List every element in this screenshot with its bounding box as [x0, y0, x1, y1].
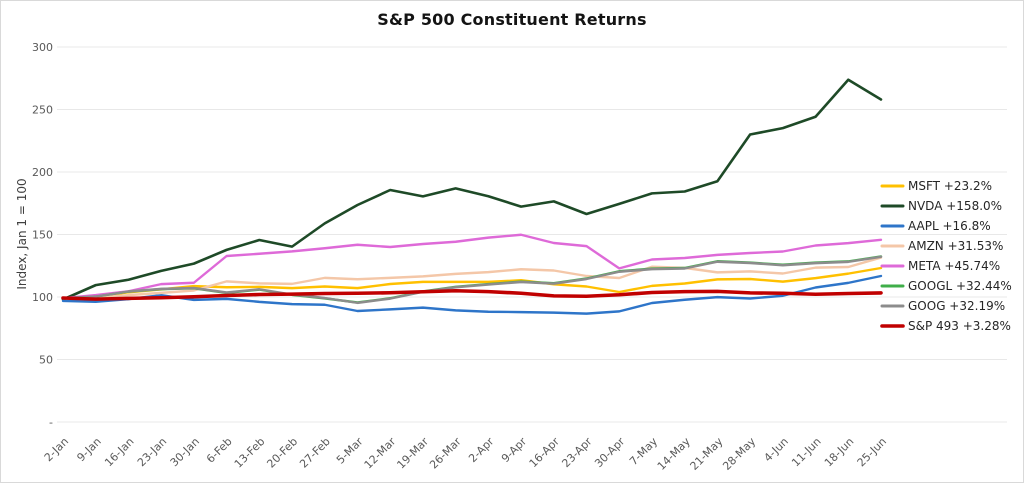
x-tick-label: 21-May — [688, 435, 726, 473]
legend-label: AAPL +16.8% — [908, 219, 991, 233]
x-tick-label: 11-Jun — [789, 435, 824, 470]
legend-item-goog: GOOG +32.19% — [880, 299, 1005, 313]
series-line-msft — [61, 266, 883, 300]
series-line-s-p-493 — [61, 288, 883, 301]
x-tick-label: 12-Mar — [362, 435, 399, 472]
x-tick-label: 23-Jan — [135, 435, 169, 469]
series-line-meta — [61, 233, 883, 300]
x-tick-label: 26-Mar — [427, 435, 464, 472]
legend-label: META +45.74% — [908, 259, 1000, 273]
legend-label: AMZN +31.53% — [908, 239, 1003, 253]
legend-item-googl: GOOGL +32.44% — [880, 279, 1012, 293]
x-tick-label: 14-May — [655, 435, 693, 473]
x-tick-label: 27-Feb — [297, 435, 333, 471]
x-tick-label: 2-Jan — [42, 435, 71, 464]
series-line-nvda — [61, 78, 883, 301]
y-tick-label: 150 — [32, 229, 53, 242]
y-tick-label: 300 — [32, 41, 53, 54]
y-tick-label: 250 — [32, 104, 53, 117]
x-tick-label: 19-Mar — [394, 435, 431, 472]
x-tick-label: 30-Jan — [168, 435, 202, 469]
y-tick-label: 100 — [32, 291, 53, 304]
legend-item-msft: MSFT +23.2% — [880, 179, 992, 193]
chart-title: S&P 500 Constituent Returns — [377, 10, 647, 29]
x-tick-label: 23-Apr — [559, 435, 595, 471]
x-tick-label: 2-Apr — [466, 435, 497, 466]
x-tick-label: 9-Apr — [499, 435, 530, 466]
legend-item-meta: META +45.74% — [880, 259, 1000, 273]
x-tick-label: 25-Jun — [855, 435, 890, 470]
legend-label: MSFT +23.2% — [908, 179, 992, 193]
legend-item-nvda: NVDA +158.0% — [880, 199, 1002, 213]
series-line-aapl — [61, 274, 883, 315]
legend-label: NVDA +158.0% — [908, 199, 1002, 213]
legend-item-s-p-493: S&P 493 +3.28% — [880, 319, 1011, 333]
x-tick-label: 6-Feb — [204, 435, 235, 466]
x-tick-label: 20-Feb — [264, 435, 300, 471]
y-tick-label: - — [49, 416, 53, 429]
series-line-goog — [61, 255, 883, 305]
legend-label: S&P 493 +3.28% — [908, 319, 1011, 333]
x-tick-label: 18-Jun — [822, 435, 857, 470]
legend-label: GOOGL +32.44% — [908, 279, 1012, 293]
x-tick-label: 9-Jan — [74, 435, 103, 464]
legend-label: GOOG +32.19% — [908, 299, 1005, 313]
legend-item-amzn: AMZN +31.53% — [880, 239, 1003, 253]
x-tick-label: 4-Jun — [761, 435, 791, 465]
x-tick-label: 30-Apr — [592, 435, 628, 471]
x-tick-label: 28-May — [720, 435, 758, 473]
x-tick-label: 16-Apr — [527, 435, 563, 471]
y-tick-label: 200 — [32, 166, 53, 179]
x-tick-label: 13-Feb — [232, 435, 268, 471]
y-tick-label: 50 — [39, 354, 53, 367]
legend-item-aapl: AAPL +16.8% — [880, 219, 991, 233]
x-tick-label: 16-Jan — [102, 435, 136, 469]
